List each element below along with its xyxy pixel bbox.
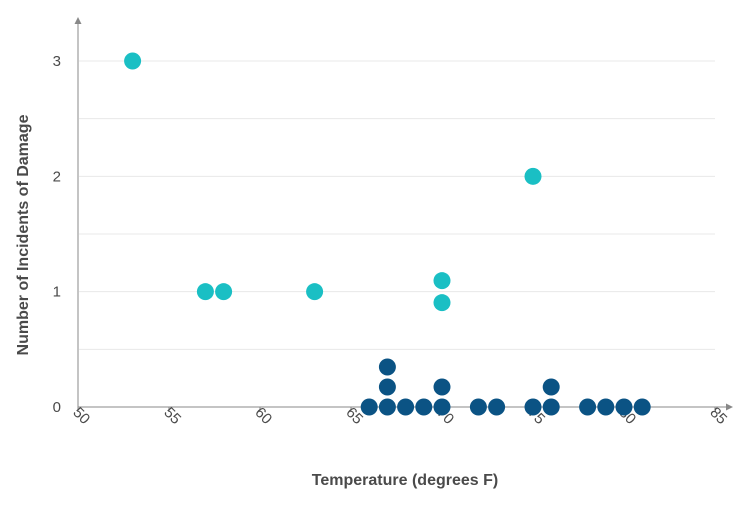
data-point — [397, 398, 415, 416]
data-point — [415, 398, 433, 416]
data-point — [433, 272, 451, 290]
y-tick-label: 0 — [53, 399, 61, 416]
data-point — [196, 283, 214, 301]
data-point — [306, 283, 324, 301]
data-point — [215, 283, 233, 301]
y-tick-label: 2 — [53, 168, 61, 185]
data-point — [597, 398, 615, 416]
x-axis-arrow — [726, 403, 733, 411]
axes — [74, 17, 733, 411]
data-point — [542, 398, 560, 416]
data-point — [488, 398, 506, 416]
grid-lines — [79, 60, 715, 350]
x-tick-label: 60 — [251, 404, 275, 428]
y-tick-label: 3 — [53, 53, 61, 70]
data-point — [378, 378, 396, 396]
data-point — [469, 398, 487, 416]
data-point — [378, 398, 396, 416]
data-points — [124, 52, 651, 416]
data-point — [433, 398, 451, 416]
data-point — [433, 378, 451, 396]
data-point — [579, 398, 597, 416]
y-axis-arrow — [74, 17, 82, 24]
data-point — [615, 398, 633, 416]
data-point — [633, 398, 651, 416]
y-axis-title: Number of Incidents of Damage — [15, 114, 32, 355]
data-point — [433, 294, 451, 312]
x-tick-label: 55 — [160, 404, 184, 428]
x-axis-title: Temperature (degrees F) — [312, 472, 498, 489]
y-tick-labels: 0 1 2 3 — [53, 53, 61, 416]
data-point — [524, 167, 542, 185]
data-point — [124, 52, 142, 70]
data-point — [524, 398, 542, 416]
data-point — [542, 378, 560, 396]
data-point — [378, 358, 396, 376]
y-tick-label: 1 — [53, 284, 61, 301]
x-tick-label: 50 — [69, 404, 93, 428]
data-point — [360, 398, 378, 416]
